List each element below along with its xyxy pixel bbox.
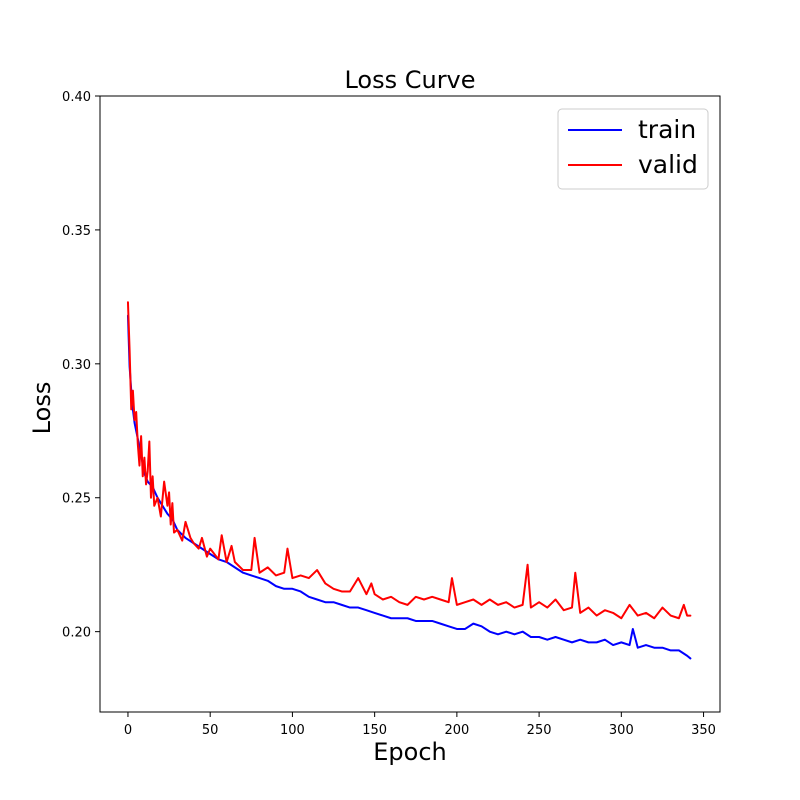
y-tick-label: 0.40 xyxy=(62,90,91,105)
x-tick-label: 100 xyxy=(280,723,305,738)
plot-area xyxy=(126,301,692,660)
series-line-valid xyxy=(126,301,692,620)
legend: train valid xyxy=(557,108,709,190)
series-line-train xyxy=(126,314,692,660)
y-axis-label: Loss xyxy=(28,382,56,435)
x-tick-label: 200 xyxy=(444,723,469,738)
y-tick-label: 0.35 xyxy=(62,224,91,239)
x-tick-label: 150 xyxy=(362,723,387,738)
y-tick-label: 0.30 xyxy=(62,358,91,373)
legend-label-train: train xyxy=(638,115,696,144)
axes: 0 50 100 150 200 250 300 350 0.20 0.25 0.30 0.35 0.4… xyxy=(62,90,721,738)
x-tick-label: 350 xyxy=(691,723,716,738)
legend-label-valid: valid xyxy=(638,150,698,179)
x-axis-label: Epoch xyxy=(373,738,447,766)
x-tick-label: 250 xyxy=(527,723,552,738)
x-tick-label: 50 xyxy=(202,723,219,738)
x-tick-label: 0 xyxy=(124,723,132,738)
chart-title: Loss Curve xyxy=(344,66,475,94)
axes-frame xyxy=(99,95,721,713)
y-tick-label: 0.25 xyxy=(62,492,91,507)
x-tick-label: 300 xyxy=(609,723,634,738)
y-tick-label: 0.20 xyxy=(62,626,91,641)
